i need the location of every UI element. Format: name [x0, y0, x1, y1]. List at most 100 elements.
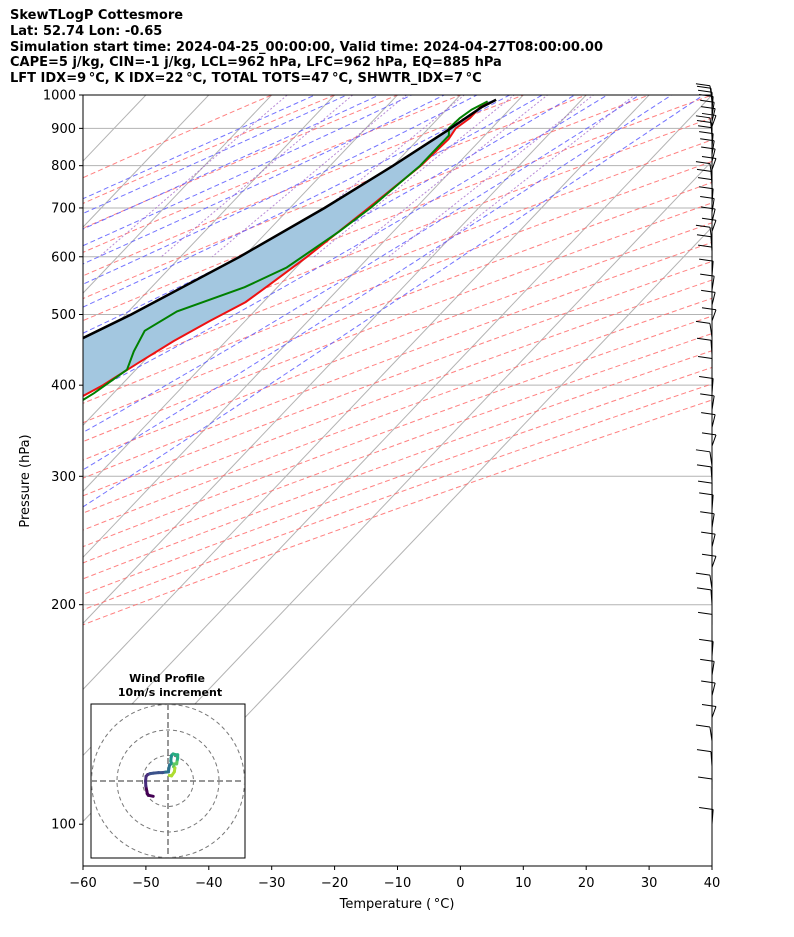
barb-flag	[697, 177, 713, 181]
wind-barb	[699, 94, 714, 112]
barb-staff	[711, 641, 714, 657]
mixing-ratio-line	[160, 95, 354, 258]
barb-flag	[699, 258, 714, 262]
barb-flag	[701, 206, 716, 210]
wind-barb	[696, 234, 713, 252]
hodograph-inset: Wind Profile 10m/s increment	[90, 672, 246, 859]
wind-barb	[701, 703, 717, 718]
y-tick-label: 1000	[43, 89, 76, 104]
barb-flag	[701, 217, 717, 221]
wind-barb	[699, 806, 714, 825]
isotherm-line	[83, 95, 587, 625]
barb-flag	[699, 492, 714, 496]
time-line: Simulation start time: 2024-04-25_00:00:…	[10, 39, 603, 55]
mixing-ratio-line	[98, 95, 288, 258]
hodograph-title: Wind Profile	[129, 672, 205, 685]
barb-staff	[711, 261, 714, 276]
wind-barb	[701, 680, 716, 696]
x-tick-label: −60	[69, 876, 96, 891]
barb-staff	[711, 395, 715, 410]
y-tick-label: 500	[51, 308, 76, 323]
wind-barb	[701, 146, 716, 162]
barb-flag	[697, 611, 713, 615]
wind-barb	[701, 307, 717, 322]
wind-barb	[700, 511, 715, 528]
mixing-ratio-line	[345, 95, 549, 258]
wind-barb	[697, 244, 713, 263]
barb-flag	[697, 125, 713, 129]
wind-barb	[700, 99, 715, 117]
barb-staff	[709, 227, 713, 242]
y-tick-label: 800	[51, 159, 76, 174]
y-tick-label: 400	[51, 379, 76, 394]
barb-staff	[711, 140, 715, 155]
barb-flag	[701, 531, 716, 535]
wind-barb	[700, 658, 715, 676]
hodograph-segment	[167, 773, 174, 778]
x-tick-label: 10	[515, 876, 532, 891]
wind-barb	[697, 356, 713, 374]
mixing-ratio-line	[211, 95, 408, 258]
barb-flag	[697, 244, 713, 248]
barb-flag	[695, 320, 711, 324]
barb-staff	[711, 309, 717, 322]
wind-barb	[697, 89, 713, 108]
x-axis-label: Temperature ( °C)	[339, 897, 455, 912]
dry-adiabat-line	[83, 260, 712, 497]
barb-flag	[701, 680, 716, 684]
wind-barb	[695, 224, 713, 242]
wind-barb	[696, 587, 713, 605]
barb-staff	[711, 158, 717, 170]
wind-barb	[701, 155, 717, 170]
barb-flag	[701, 155, 717, 159]
barb-staff	[711, 188, 714, 204]
barb-flag	[700, 99, 715, 103]
wind-barb	[695, 320, 713, 338]
barb-staff	[711, 809, 714, 825]
mixing-ratio-line	[426, 95, 636, 258]
y-tick-label: 700	[51, 201, 76, 216]
barb-flag	[701, 553, 717, 557]
barb-flag	[696, 464, 712, 468]
barb-staff	[710, 751, 713, 767]
isotherm-line	[142, 226, 712, 825]
barb-flag	[695, 83, 711, 87]
barb-flag	[699, 375, 714, 379]
isotherm-line	[83, 95, 712, 757]
barb-flag	[701, 432, 717, 436]
dry-adiabat-line	[83, 95, 651, 322]
barb-staff	[710, 466, 713, 482]
isotherm-line	[83, 95, 336, 360]
dry-adiabat-line	[83, 160, 712, 404]
barb-staff	[711, 292, 716, 306]
barb-flag	[695, 449, 711, 453]
barb-flag	[700, 393, 715, 397]
x-tick-label: −20	[321, 876, 348, 891]
wind-barb	[701, 112, 717, 127]
barb-staff	[711, 534, 716, 548]
barb-staff	[711, 414, 716, 428]
barb-staff	[709, 323, 713, 338]
cape-fill-area	[83, 99, 497, 397]
wind-barb	[696, 749, 713, 767]
barb-flag	[700, 511, 715, 515]
y-tick-label: 100	[51, 818, 76, 833]
barb-flag	[697, 480, 713, 484]
wind-barb	[700, 273, 715, 291]
indices-line: LFT IDX=9 °C, K IDX=22 °C, TOTAL TOTS=47…	[10, 71, 482, 87]
wind-barb	[700, 196, 715, 213]
barb-staff	[711, 96, 714, 112]
dry-adiabat-line	[83, 95, 588, 300]
dry-adiabat-line	[83, 383, 712, 611]
wind-barbs	[695, 83, 717, 825]
chart-title: SkewTLogP Cottesmore	[10, 8, 184, 23]
barb-staff	[709, 726, 713, 742]
moist-adiabat-line	[83, 95, 413, 247]
y-tick-label: 900	[51, 122, 76, 137]
barb-staff	[710, 589, 713, 605]
isotherm-line	[83, 160, 712, 823]
barb-staff	[711, 556, 717, 568]
y-tick-label: 200	[51, 598, 76, 613]
dry-adiabat-line	[83, 350, 712, 580]
